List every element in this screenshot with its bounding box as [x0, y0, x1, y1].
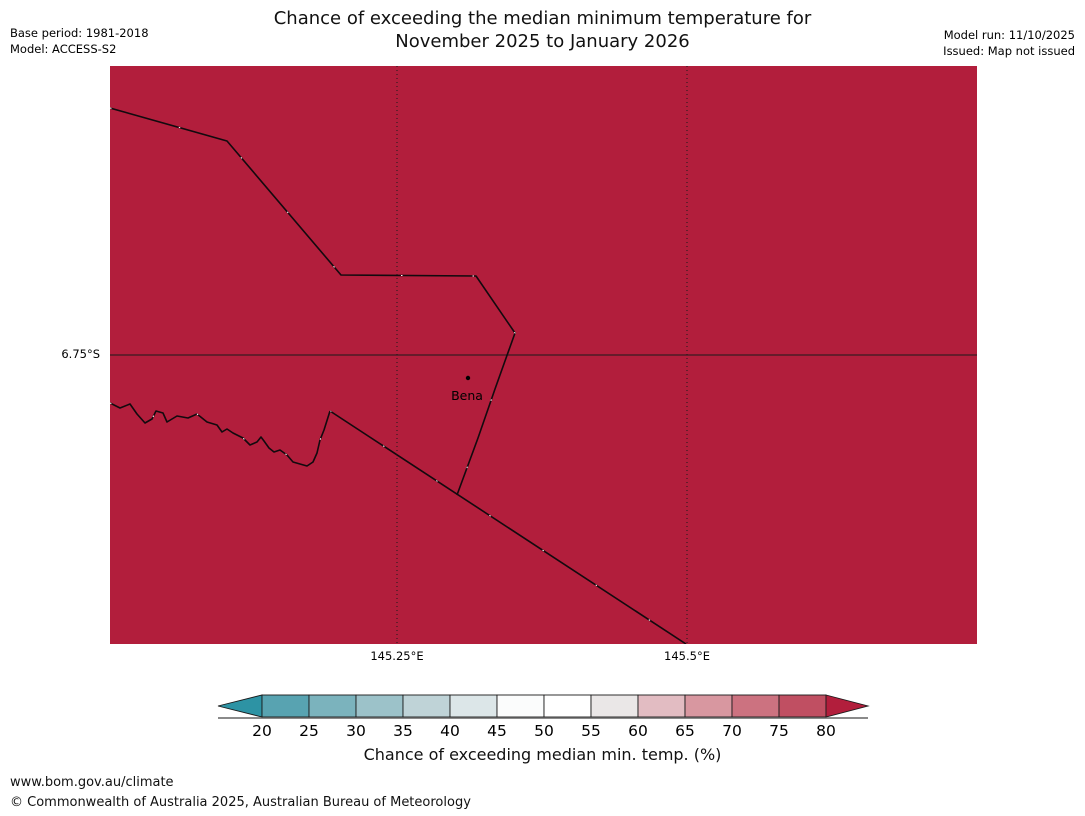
title-line-2: November 2025 to January 2026	[395, 31, 690, 52]
colorbar-tick-25: 25	[299, 722, 319, 740]
town-label-bena: Bena	[451, 388, 483, 403]
colorbar-tick-55: 55	[581, 722, 601, 740]
colorbar-segment-25-30	[308, 694, 357, 718]
colorbar-segment-55-60	[590, 694, 639, 718]
colorbar-segment-65-70	[684, 694, 733, 718]
x-axis-label-145-5e: 145.5°E	[664, 649, 710, 663]
footer-url: www.bom.gov.au/climate	[10, 775, 174, 790]
page-title: Chance of exceeding the median minimum t…	[0, 7, 1085, 53]
colorbar-caption: Chance of exceeding median min. temp. (%…	[363, 745, 722, 764]
colorbar-segment-75-80	[778, 694, 827, 718]
colorbar: 20 25 30 35 40 45 50 55 60 65 70 75 80	[217, 694, 870, 740]
y-axis-label: 6.75°S	[61, 347, 100, 361]
colorbar-segment-20-25	[261, 694, 310, 718]
town-marker-bena	[465, 375, 471, 381]
footer-copyright: © Commonwealth of Australia 2025, Austra…	[10, 795, 471, 810]
colorbar-tick-50: 50	[534, 722, 554, 740]
colorbar-right-arrow	[825, 694, 870, 718]
issued-text: Issued: Map not issued	[943, 44, 1075, 58]
model-run-text: Model run: 11/10/2025	[943, 28, 1075, 42]
colorbar-tick-65: 65	[675, 722, 695, 740]
base-period-text: Base period: 1981-2018	[10, 26, 149, 40]
colorbar-tick-20: 20	[252, 722, 272, 740]
colorbar-tick-80: 80	[816, 722, 836, 740]
district-boundary-north	[110, 107, 516, 496]
colorbar-segment-50-55	[543, 694, 592, 718]
colorbar-left-arrow	[217, 694, 263, 718]
colorbar-tick-70: 70	[722, 722, 742, 740]
model-metadata-left: Base period: 1981-2018 Model: ACCESS-S2	[10, 25, 149, 57]
model-name-text: Model: ACCESS-S2	[10, 42, 117, 56]
district-boundary-diagonal	[329, 410, 687, 644]
colorbar-tick-75: 75	[769, 722, 789, 740]
colorbar-tick-45: 45	[487, 722, 507, 740]
colorbar-segment-30-35	[355, 694, 404, 718]
forecast-map: Bena	[110, 66, 977, 644]
x-axis-label-145-25e: 145.25°E	[370, 649, 424, 663]
river-boundary-west	[110, 402, 331, 467]
title-line-1: Chance of exceeding the median minimum t…	[273, 8, 812, 29]
model-metadata-right: Model run: 11/10/2025 Issued: Map not is…	[943, 27, 1075, 59]
colorbar-segment-40-45	[449, 694, 498, 718]
colorbar-tick-35: 35	[393, 722, 413, 740]
colorbar-segment-60-65	[637, 694, 686, 718]
colorbar-segment-45-50	[496, 694, 545, 718]
colorbar-tick-40: 40	[440, 722, 460, 740]
colorbar-tick-30: 30	[346, 722, 366, 740]
colorbar-segment-70-75	[731, 694, 780, 718]
colorbar-tick-60: 60	[628, 722, 648, 740]
colorbar-segment-35-40	[402, 694, 451, 718]
